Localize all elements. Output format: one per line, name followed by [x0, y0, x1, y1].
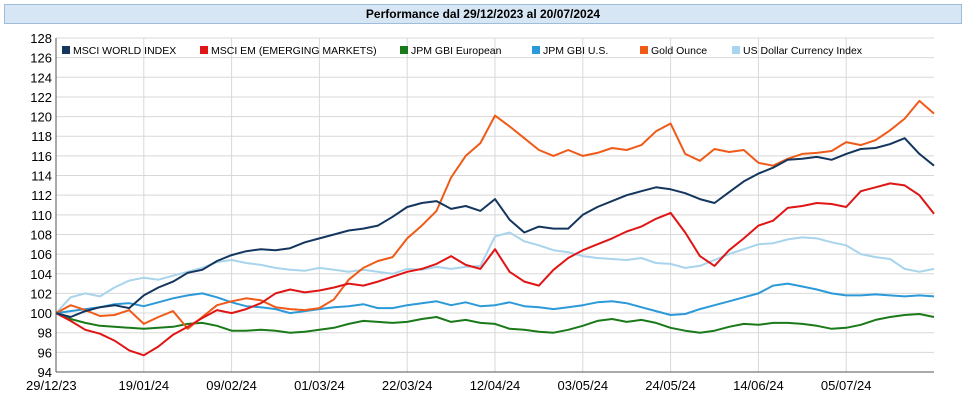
legend: MSCI WORLD INDEX MSCI EM (EMERGING MARKET…: [62, 45, 863, 57]
x-tick-label-4: 22/03/24: [382, 378, 433, 393]
legend-label-3: JPM GBI U.S.: [543, 45, 608, 57]
y-tick-label-7: 108: [30, 227, 52, 242]
x-tick-label-7: 24/05/24: [645, 378, 696, 393]
y-tick-label-0: 94: [38, 365, 52, 380]
y-tick-label-14: 122: [30, 90, 52, 105]
x-tick-label-6: 03/05/24: [557, 378, 608, 393]
y-tick-label-6: 106: [30, 247, 52, 262]
axes: [55, 38, 934, 373]
y-tick-label-4: 102: [30, 286, 52, 301]
y-tick-label-5: 104: [30, 267, 52, 282]
series-line-0: [55, 137, 935, 318]
series-line-3: [55, 282, 935, 316]
legend-label-2: JPM GBI European: [411, 45, 502, 57]
x-tick-label-1: 19/01/24: [118, 378, 169, 393]
y-tick-label-3: 100: [30, 306, 52, 321]
x-tick-label-0: 29/12/23: [26, 378, 77, 393]
legend-label-0: MSCI WORLD INDEX: [73, 45, 176, 57]
legend-swatch-5: [732, 46, 740, 54]
series-lines: [55, 99, 935, 357]
x-tick-label-3: 01/03/24: [294, 378, 345, 393]
x-tick-label-2: 09/02/24: [206, 378, 257, 393]
y-tick-label-13: 120: [30, 110, 52, 125]
legend-swatch-2: [400, 46, 408, 54]
legend-swatch-0: [62, 46, 70, 54]
y-tick-label-11: 116: [31, 149, 52, 164]
y-tick-label-15: 124: [30, 70, 52, 85]
x-tick-labels: 29/12/23 19/01/24 09/02/24 01/03/24 22/03/24…: [26, 378, 872, 393]
y-tick-label-1: 96: [38, 345, 52, 360]
legend-label-4: Gold Ounce: [651, 45, 707, 57]
legend-label-1: MSCI EM (EMERGING MARKETS): [211, 45, 377, 57]
y-tick-label-9: 112: [31, 188, 52, 203]
x-tick-label-9: 05/07/24: [821, 378, 872, 393]
y-tick-label-8: 110: [31, 208, 52, 223]
legend-swatch-4: [640, 46, 648, 54]
legend-swatch-1: [200, 46, 208, 54]
x-tick-label-8: 14/06/24: [733, 378, 784, 393]
legend-swatch-3: [532, 46, 540, 54]
series-line-2: [55, 312, 935, 334]
y-tick-label-16: 126: [30, 51, 52, 66]
legend-label-5: US Dollar Currency Index: [743, 45, 863, 57]
series-line-1: [55, 182, 935, 357]
chart-title: Performance dal 29/12/2023 al 20/07/2024: [4, 4, 962, 24]
y-tick-labels: 94 96 98 100 102 104 106 108 110 112 114 116 118 120 1…: [30, 31, 52, 380]
y-tick-label-2: 98: [38, 326, 52, 341]
series-line-5: [55, 231, 935, 314]
y-tick-label-10: 114: [31, 169, 52, 184]
x-tick-label-5: 12/04/24: [470, 378, 521, 393]
y-tick-label-17: 128: [30, 31, 52, 46]
y-tick-label-12: 118: [31, 129, 52, 144]
